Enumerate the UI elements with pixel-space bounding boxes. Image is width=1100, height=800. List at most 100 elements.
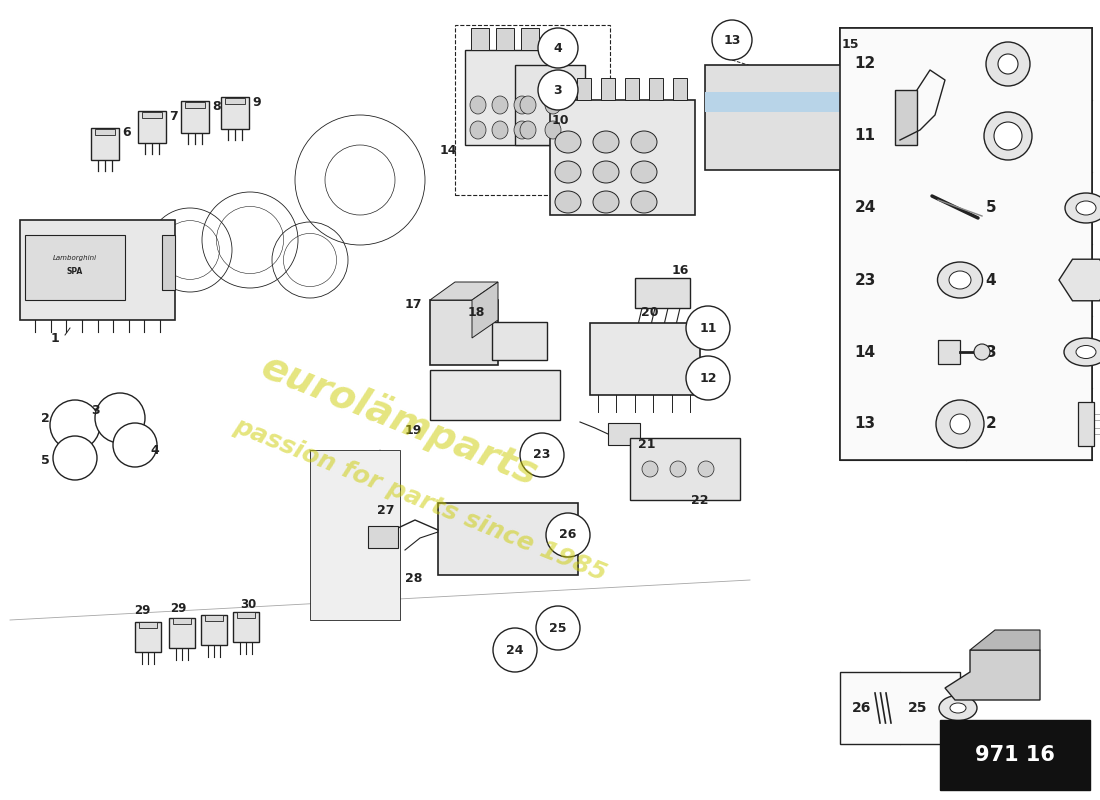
Bar <box>840 28 1092 460</box>
Text: 14: 14 <box>855 345 876 359</box>
Bar <box>625 78 639 100</box>
Bar <box>310 450 400 620</box>
Circle shape <box>520 433 564 477</box>
Text: 27: 27 <box>377 503 395 517</box>
Text: 4: 4 <box>151 443 160 457</box>
Bar <box>895 90 917 145</box>
Ellipse shape <box>593 131 619 153</box>
Text: 5: 5 <box>41 454 50 466</box>
Circle shape <box>536 606 580 650</box>
Ellipse shape <box>514 96 530 114</box>
Bar <box>590 323 700 395</box>
Bar <box>185 102 205 108</box>
Text: Lamborghini: Lamborghini <box>53 255 97 261</box>
Text: 26: 26 <box>852 701 871 715</box>
Circle shape <box>986 42 1030 86</box>
Ellipse shape <box>556 161 581 183</box>
Text: 11: 11 <box>700 322 717 334</box>
Bar <box>169 618 195 648</box>
Circle shape <box>998 54 1018 74</box>
Text: 17: 17 <box>405 298 422 311</box>
Ellipse shape <box>1065 193 1100 223</box>
Circle shape <box>984 112 1032 160</box>
Text: 7: 7 <box>169 110 178 122</box>
Ellipse shape <box>631 131 657 153</box>
Bar <box>162 235 175 290</box>
Bar <box>940 720 1090 790</box>
Circle shape <box>642 461 658 477</box>
Bar <box>138 111 166 143</box>
Bar <box>201 615 227 645</box>
Polygon shape <box>1059 259 1100 301</box>
Circle shape <box>113 423 157 467</box>
Bar <box>630 438 740 500</box>
Text: 29: 29 <box>134 603 151 617</box>
Text: 21: 21 <box>638 438 656 451</box>
Text: 24: 24 <box>855 201 876 215</box>
Circle shape <box>686 306 730 350</box>
Circle shape <box>670 461 686 477</box>
Text: passion for parts since 1985: passion for parts since 1985 <box>230 414 609 586</box>
Ellipse shape <box>593 161 619 183</box>
Text: 25: 25 <box>549 622 566 634</box>
Text: 18: 18 <box>468 306 485 318</box>
Bar <box>135 622 161 652</box>
Ellipse shape <box>631 191 657 213</box>
Bar <box>553 78 566 100</box>
Bar <box>608 423 640 445</box>
Circle shape <box>936 400 985 448</box>
Text: 9: 9 <box>253 95 262 109</box>
Circle shape <box>546 513 590 557</box>
Circle shape <box>686 356 730 400</box>
Ellipse shape <box>556 191 581 213</box>
Text: 6: 6 <box>123 126 131 139</box>
Bar <box>139 622 157 628</box>
Bar <box>705 65 895 170</box>
Text: 30: 30 <box>240 598 256 611</box>
Bar <box>521 28 539 50</box>
Bar <box>455 25 610 195</box>
Bar <box>233 612 258 642</box>
Circle shape <box>712 20 752 60</box>
Bar <box>173 618 191 624</box>
Ellipse shape <box>514 121 530 139</box>
Bar <box>430 370 560 420</box>
Bar <box>182 101 209 133</box>
Text: 4: 4 <box>986 273 997 287</box>
Circle shape <box>950 414 970 434</box>
Ellipse shape <box>544 96 561 114</box>
Bar <box>601 78 615 100</box>
Ellipse shape <box>631 161 657 183</box>
Bar <box>635 278 690 308</box>
Circle shape <box>974 344 990 360</box>
Polygon shape <box>970 630 1040 650</box>
Bar <box>465 50 550 145</box>
Bar <box>438 503 578 575</box>
Text: 10: 10 <box>551 114 569 126</box>
Bar <box>25 235 125 300</box>
Bar <box>578 78 591 100</box>
Text: 2: 2 <box>41 411 50 425</box>
Circle shape <box>698 461 714 477</box>
Text: 13: 13 <box>855 417 876 431</box>
Text: 25: 25 <box>909 701 927 715</box>
Ellipse shape <box>556 131 581 153</box>
Text: 20: 20 <box>641 306 659 318</box>
Ellipse shape <box>544 121 561 139</box>
Circle shape <box>95 393 145 443</box>
Polygon shape <box>430 282 498 300</box>
Bar <box>430 300 498 365</box>
Ellipse shape <box>593 191 619 213</box>
Text: 14: 14 <box>439 143 456 157</box>
Text: 23: 23 <box>855 273 876 287</box>
Bar <box>205 615 223 621</box>
Text: 23: 23 <box>534 449 551 462</box>
Circle shape <box>50 400 100 450</box>
Circle shape <box>53 436 97 480</box>
Text: 15: 15 <box>842 38 859 51</box>
Bar <box>492 322 547 360</box>
Ellipse shape <box>1076 201 1096 215</box>
Bar <box>471 28 490 50</box>
Text: 3: 3 <box>986 345 997 359</box>
Text: 26: 26 <box>559 529 576 542</box>
